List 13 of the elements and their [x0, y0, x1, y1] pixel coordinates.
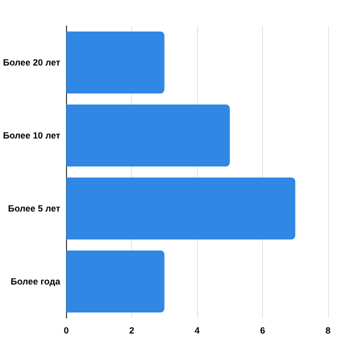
- y-tick-label: Более года: [10, 276, 62, 286]
- x-tick-label: 8: [325, 326, 331, 336]
- bar: [66, 31, 164, 94]
- bar: [66, 104, 230, 167]
- y-tick-label: Более 5 лет: [8, 204, 61, 214]
- x-tick-label: 4: [194, 326, 200, 336]
- bar: [66, 177, 296, 240]
- y-tick-label: Более 20 лет: [2, 58, 61, 68]
- bar: [66, 250, 164, 313]
- y-tick-label: Более 10 лет: [2, 130, 61, 140]
- x-tick-label: 2: [129, 326, 134, 336]
- x-tick-label: 6: [260, 326, 266, 336]
- x-tick-label: 0: [64, 326, 69, 336]
